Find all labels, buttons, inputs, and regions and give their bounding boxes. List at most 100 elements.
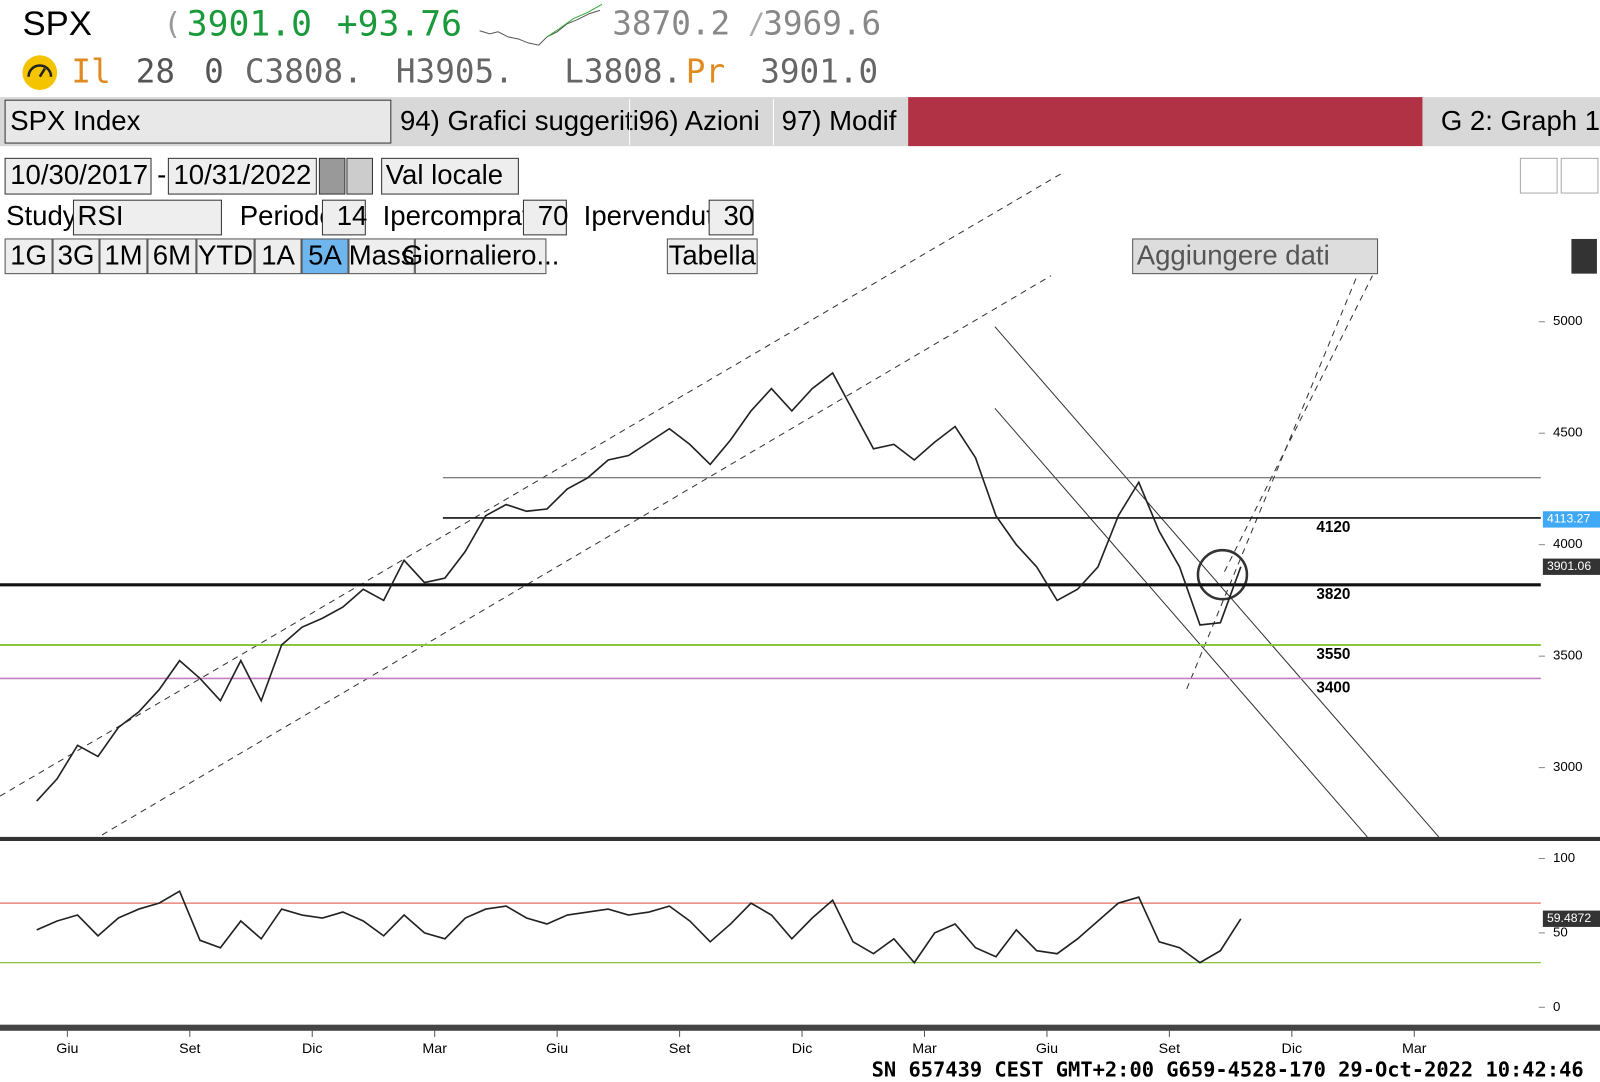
oversold-box[interactable] bbox=[708, 199, 754, 236]
value-tag-label: 3901.06 bbox=[1547, 559, 1591, 573]
y-tick-label: 3500 bbox=[1553, 648, 1582, 663]
oversold: 30 bbox=[723, 200, 754, 231]
start-date-text: 10/30/2017 bbox=[10, 159, 148, 190]
period-button[interactable] bbox=[414, 238, 547, 275]
price-line bbox=[36, 371, 1242, 802]
low: L3808. bbox=[564, 53, 682, 91]
y-tick-label: 5000 bbox=[1553, 313, 1582, 328]
sparkline bbox=[479, 9, 601, 46]
dash: - bbox=[157, 159, 166, 190]
x-tick-label: Dic bbox=[1282, 1041, 1303, 1057]
end-date[interactable] bbox=[167, 157, 317, 195]
x-tick-label: Dic bbox=[302, 1041, 323, 1057]
prev: 3901.0 bbox=[760, 53, 878, 91]
period-label: YTD bbox=[198, 240, 253, 271]
field1: Il bbox=[71, 53, 110, 91]
channel-upper bbox=[0, 173, 1062, 797]
end-date-text: 10/31/2022 bbox=[173, 159, 311, 190]
down-trend-upper bbox=[994, 326, 1440, 838]
footer: SN 657439 CEST GMT+2:00 G659-4528-170 29… bbox=[872, 1058, 1584, 1082]
x-tick-label: Mar bbox=[912, 1041, 937, 1057]
overbought-label: Ipercomprato bbox=[383, 200, 545, 231]
period-button[interactable] bbox=[99, 238, 148, 275]
overbought: 70 bbox=[538, 200, 569, 231]
channel-lower bbox=[101, 275, 1052, 836]
period: 14 bbox=[337, 200, 368, 231]
oversold-label: Ipervenduto bbox=[584, 200, 730, 231]
suggested-button[interactable]: 94) Grafici suggeriti bbox=[400, 105, 639, 136]
period-label: 6M bbox=[153, 240, 191, 271]
value-tag-label: 4113.27 bbox=[1547, 512, 1591, 526]
period-label: Giornaliero... bbox=[402, 240, 560, 271]
field3: 0 bbox=[204, 53, 224, 91]
open: C3808. bbox=[245, 53, 363, 91]
security-box[interactable] bbox=[4, 99, 392, 144]
period-button[interactable] bbox=[147, 238, 197, 275]
trendlines bbox=[0, 173, 1440, 838]
period-button[interactable] bbox=[52, 238, 100, 275]
period-label: 1M bbox=[104, 240, 142, 271]
x-tick-label: Dic bbox=[792, 1041, 813, 1057]
period-button[interactable] bbox=[348, 238, 415, 275]
period-button[interactable] bbox=[4, 238, 53, 275]
currency: Val locale bbox=[386, 159, 503, 190]
menu-toggle[interactable] bbox=[1571, 238, 1597, 274]
period-label: 3G bbox=[58, 240, 95, 271]
period-label: Mass bbox=[349, 240, 415, 271]
prev-arrow[interactable] bbox=[318, 157, 346, 195]
period-label: 1G bbox=[10, 240, 47, 271]
price-line bbox=[36, 890, 1242, 964]
period-label: 5A bbox=[308, 240, 342, 271]
high: H3905. bbox=[396, 53, 514, 91]
level-label: 3400 bbox=[1316, 680, 1350, 697]
graph-label: G 2: Graph 1 bbox=[1441, 105, 1600, 136]
breakout-lower bbox=[1186, 275, 1358, 690]
redo[interactable] bbox=[1560, 157, 1599, 194]
gauge-needle bbox=[27, 64, 53, 78]
currency-select[interactable] bbox=[381, 157, 519, 195]
x-tick-label: Set bbox=[179, 1041, 200, 1057]
prev-label: Pr bbox=[686, 53, 725, 91]
x-tick-label: Set bbox=[669, 1041, 690, 1057]
modify-button[interactable]: 97) Modif bbox=[782, 105, 897, 136]
period-label: Tabella bbox=[669, 240, 757, 271]
range-high: 3969.6 bbox=[763, 5, 881, 43]
down-trend-lower bbox=[994, 408, 1368, 838]
y-tick-label: 100 bbox=[1553, 850, 1575, 865]
ticker: SPX bbox=[22, 5, 91, 43]
slash: / bbox=[748, 7, 765, 41]
panel-separator bbox=[0, 836, 1600, 841]
next-arrow[interactable] bbox=[346, 157, 373, 195]
period-button[interactable] bbox=[666, 238, 758, 275]
level-label: 3550 bbox=[1316, 646, 1350, 663]
security: SPX Index bbox=[10, 105, 140, 136]
study: RSI bbox=[78, 200, 124, 231]
undo[interactable] bbox=[1519, 157, 1558, 194]
y-tick-label: 4000 bbox=[1553, 536, 1582, 551]
x-tick-label: Giu bbox=[56, 1041, 78, 1057]
study-select[interactable] bbox=[72, 199, 222, 236]
add-data-box[interactable] bbox=[1132, 238, 1379, 275]
level-label: 4120 bbox=[1316, 519, 1350, 536]
period-label: Periodo bbox=[240, 200, 335, 231]
field2: 28 bbox=[136, 53, 175, 91]
y-tick-label: 0 bbox=[1553, 999, 1560, 1014]
red-banner bbox=[908, 97, 1423, 147]
add-data: Aggiungere dati bbox=[1137, 240, 1330, 271]
period-button[interactable] bbox=[301, 238, 349, 275]
level-label: 3820 bbox=[1316, 586, 1350, 603]
start-date[interactable] bbox=[4, 157, 152, 195]
overbought-box[interactable] bbox=[522, 199, 567, 236]
period-button[interactable] bbox=[196, 238, 255, 275]
last-price: 3901.0 bbox=[187, 5, 312, 45]
period-button[interactable] bbox=[254, 238, 302, 275]
value-tag-label: 59.4872 bbox=[1547, 911, 1591, 925]
y-tick-label: 4500 bbox=[1553, 425, 1582, 440]
x-tick-label: Mar bbox=[1402, 1041, 1427, 1057]
actions-button[interactable]: 96) Azioni bbox=[639, 105, 760, 136]
range-low: 3870.2 bbox=[612, 5, 730, 43]
highlight-circle bbox=[1196, 548, 1249, 601]
x-tick-label: Set bbox=[1159, 1041, 1180, 1057]
period-box[interactable] bbox=[321, 199, 366, 236]
gauge-icon[interactable] bbox=[22, 55, 58, 90]
